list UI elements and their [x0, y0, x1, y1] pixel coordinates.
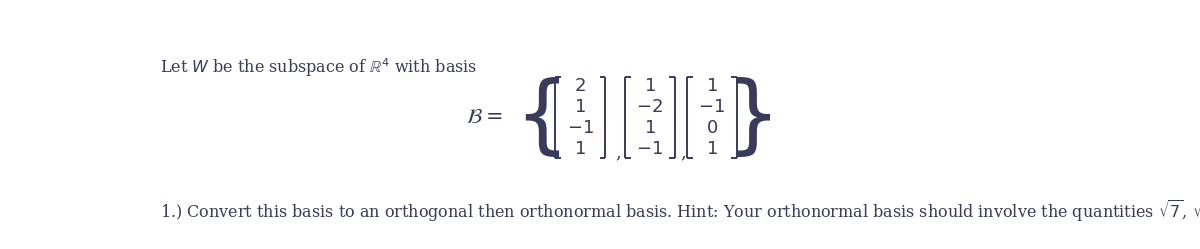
Text: $\{$: $\{$ — [515, 76, 560, 160]
Text: $\mathcal{B} =$: $\mathcal{B} =$ — [466, 108, 503, 127]
Text: $\}$: $\}$ — [725, 76, 772, 160]
Text: $1$: $1$ — [706, 77, 718, 95]
Text: $2$: $2$ — [575, 77, 586, 95]
Text: $1$: $1$ — [644, 119, 655, 137]
Text: $0$: $0$ — [706, 119, 718, 137]
Text: Let $W$ be the subspace of $\mathbb{R}^4$ with basis: Let $W$ be the subspace of $\mathbb{R}^4… — [160, 56, 478, 79]
Text: $-2$: $-2$ — [636, 98, 664, 116]
Text: $1$: $1$ — [575, 140, 586, 158]
Text: $1$: $1$ — [575, 98, 586, 116]
Text: ,: , — [680, 143, 686, 161]
Text: $1$: $1$ — [644, 77, 655, 95]
Text: $-1$: $-1$ — [698, 98, 725, 116]
Text: $-1$: $-1$ — [636, 140, 664, 158]
Text: ,: , — [616, 143, 620, 161]
Text: 1.) Convert this basis to an orthogonal then orthonormal basis. Hint: Your ortho: 1.) Convert this basis to an orthogonal … — [160, 198, 1200, 224]
Text: $-1$: $-1$ — [566, 119, 594, 137]
Text: $1$: $1$ — [706, 140, 718, 158]
